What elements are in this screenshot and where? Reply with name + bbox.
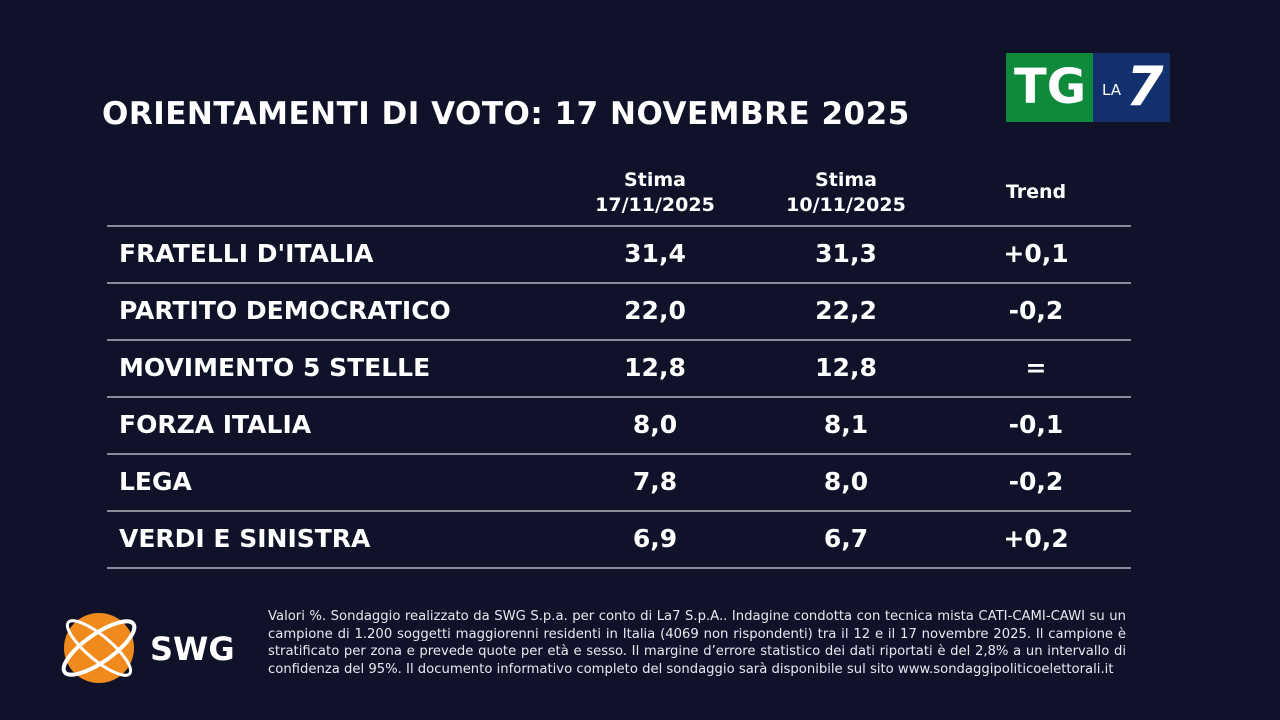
row-divider bbox=[107, 510, 1131, 512]
cell-value: 12,8 bbox=[624, 353, 686, 382]
cell-value: 12,8 bbox=[815, 353, 877, 382]
row-divider bbox=[107, 567, 1131, 569]
globe bbox=[64, 613, 134, 683]
cell-value: 6,7 bbox=[823, 524, 869, 553]
party-name: VERDI E SINISTRA bbox=[119, 524, 371, 553]
row-divider bbox=[107, 282, 1131, 284]
column-header: Trend bbox=[1005, 181, 1067, 203]
la-text: LA bbox=[1102, 81, 1121, 99]
cell-value: 31,4 bbox=[624, 239, 686, 268]
cell-value: 8,0 bbox=[632, 410, 678, 439]
column-header: Stima bbox=[624, 169, 686, 191]
orbit bbox=[61, 619, 137, 677]
cell-value: 8,0 bbox=[823, 467, 869, 496]
column-header: 10/11/2025 bbox=[786, 194, 906, 216]
cell-value: 22,2 bbox=[815, 296, 877, 325]
cell-value: = bbox=[1025, 353, 1047, 382]
party-name: FORZA ITALIA bbox=[119, 410, 312, 439]
row-divider bbox=[107, 396, 1131, 398]
footnote: Valori %. Sondaggio realizzato da SWG S.… bbox=[268, 609, 1126, 677]
tg-box bbox=[1006, 53, 1093, 122]
seven-text: 7 bbox=[1126, 55, 1164, 118]
cell-value: -0,2 bbox=[1008, 296, 1064, 325]
column-header: Stima bbox=[815, 169, 877, 191]
cell-value: 6,9 bbox=[632, 524, 678, 553]
row-divider bbox=[107, 339, 1131, 341]
column-header: 17/11/2025 bbox=[595, 194, 715, 216]
tg-text: TG bbox=[1014, 59, 1087, 115]
cell-value: 7,8 bbox=[632, 467, 678, 496]
cell-value: -0,2 bbox=[1008, 467, 1064, 496]
row-divider bbox=[107, 225, 1131, 227]
cell-value: +0,2 bbox=[1003, 524, 1069, 553]
party-name: PARTITO DEMOCRATICO bbox=[119, 296, 451, 325]
cell-value: +0,1 bbox=[1003, 239, 1069, 268]
cell-value: 31,3 bbox=[815, 239, 877, 268]
la7-box bbox=[1093, 53, 1170, 122]
swg-globe bbox=[61, 613, 137, 683]
cell-value: -0,1 bbox=[1008, 410, 1064, 439]
row-divider bbox=[107, 453, 1131, 455]
tg-logo: TG LA 7 bbox=[1006, 53, 1170, 122]
cell-value: 8,1 bbox=[823, 410, 869, 439]
party-name: FRATELLI D'ITALIA bbox=[119, 239, 374, 268]
orbit bbox=[65, 619, 133, 677]
party-name: LEGA bbox=[119, 467, 192, 496]
title: ORIENTAMENTI DI VOTO: 17 NOVEMBRE 2025 bbox=[102, 96, 910, 132]
swg-logo: SWG bbox=[55, 610, 255, 690]
swg-text: SWG bbox=[150, 630, 235, 668]
cell-value: 22,0 bbox=[624, 296, 686, 325]
party-name: MOVIMENTO 5 STELLE bbox=[119, 353, 431, 382]
